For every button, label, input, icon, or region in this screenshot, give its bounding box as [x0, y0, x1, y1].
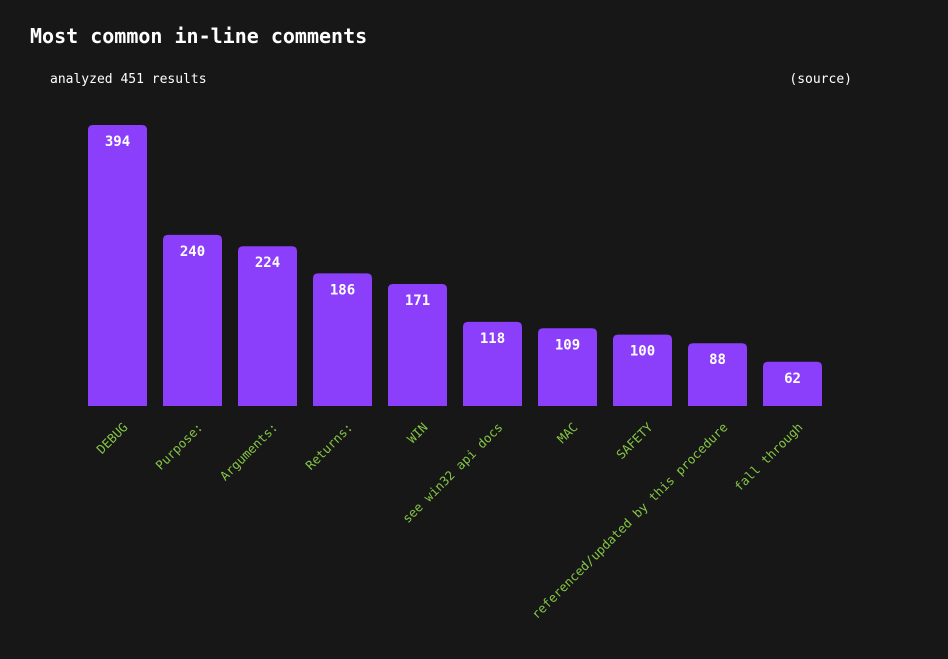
bar [538, 328, 597, 406]
bar [88, 125, 147, 406]
bar [613, 334, 672, 406]
bar [313, 273, 372, 406]
source-link[interactable]: (source) [789, 72, 852, 87]
bar-value-label: 100 [630, 344, 655, 360]
bar [238, 246, 297, 406]
category-label: SAFETY [613, 419, 656, 462]
bar-value-label: 109 [555, 337, 580, 353]
bar [763, 361, 822, 406]
bar-value-label: 118 [480, 331, 505, 347]
bar-value-label: 186 [330, 282, 355, 298]
bar [688, 343, 747, 406]
bar-value-label: 240 [180, 244, 205, 260]
bar-value-label: 88 [709, 352, 726, 368]
category-label: MAC [554, 420, 581, 447]
bar-value-label: 171 [405, 293, 430, 309]
category-label: Arguments: [217, 420, 281, 484]
bar [463, 321, 522, 406]
bar-value-label: 394 [105, 134, 130, 150]
chart-title: Most common in-line comments [30, 24, 368, 48]
bar-value-label: 224 [255, 255, 280, 271]
bar-value-label: 62 [784, 371, 801, 387]
bar [163, 234, 222, 406]
results-count: analyzed 451 results [50, 72, 207, 87]
category-label: fall through [731, 420, 805, 494]
bar [388, 284, 447, 406]
category-label: WIN [404, 420, 431, 447]
category-label: Returns: [302, 420, 355, 473]
category-label: DEBUG [93, 420, 130, 457]
category-label: Purpose: [152, 420, 205, 473]
